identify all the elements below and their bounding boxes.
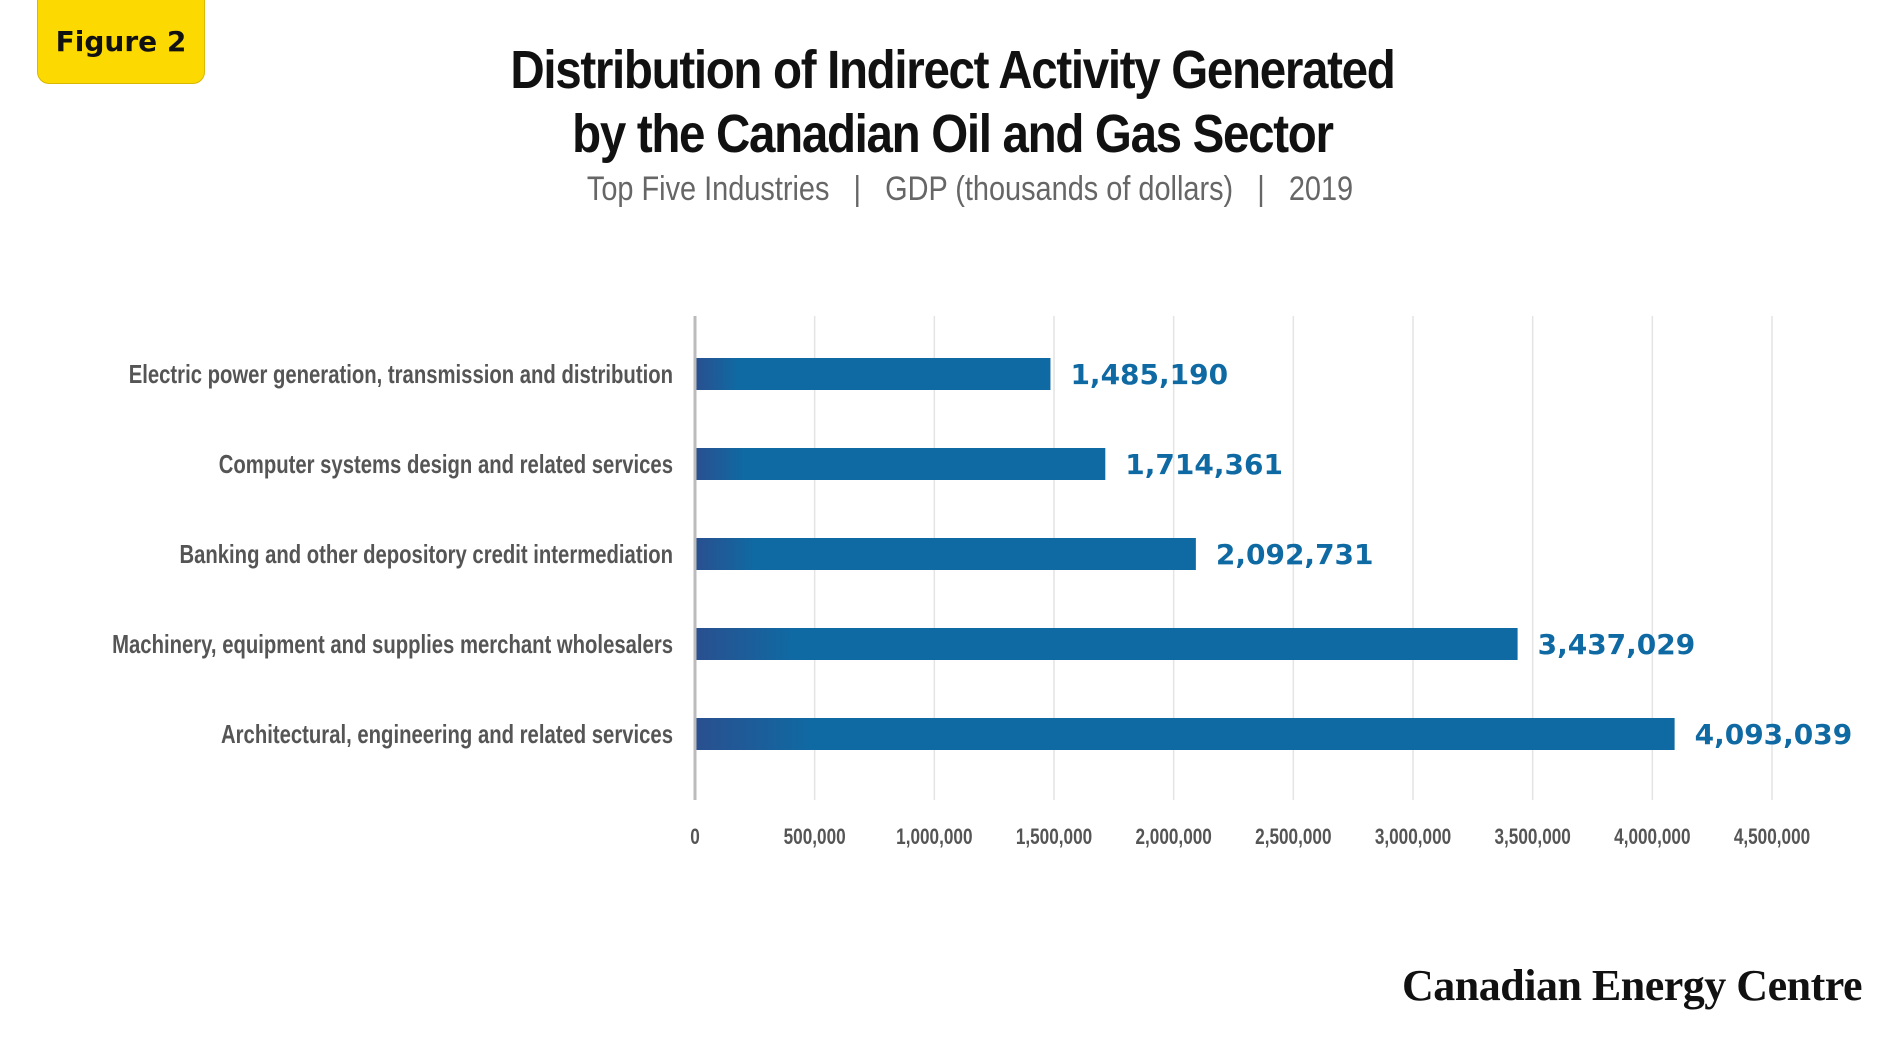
bars	[695, 358, 1675, 750]
x-tick-label: 0	[690, 824, 700, 849]
x-axis-tick-labels: 0 500,000 1,000,000 1,500,000 2,000,000 2,500…	[690, 824, 1810, 849]
x-tick-label: 2,500,000	[1255, 824, 1331, 849]
x-tick-label: 1,500,000	[1016, 824, 1092, 849]
x-tick-label: 1,000,000	[896, 824, 972, 849]
x-tick-label: 3,000,000	[1375, 824, 1451, 849]
brand-logo-text: Canadian Energy Centre	[1402, 961, 1862, 1010]
x-tick-label: 500,000	[784, 824, 846, 849]
bar	[695, 538, 1196, 570]
category-label: Electric power generation, transmission …	[129, 359, 673, 389]
chart-title-line-1: Distribution of Indirect Activity Genera…	[510, 40, 1395, 100]
value-label: 4,093,039	[1695, 718, 1853, 751]
x-tick-label: 2,000,000	[1135, 824, 1211, 849]
value-label: 3,437,029	[1538, 628, 1696, 661]
category-label: Architectural, engineering and related s…	[221, 719, 673, 749]
category-label: Computer systems design and related serv…	[219, 449, 673, 479]
x-tick-label: 3,500,000	[1494, 824, 1570, 849]
value-label: 1,485,190	[1070, 358, 1228, 391]
chart-title-line-2: by the Canadian Oil and Gas Sector	[572, 104, 1334, 164]
bar	[695, 718, 1675, 750]
x-tick-label: 4,000,000	[1614, 824, 1690, 849]
category-label: Banking and other depository credit inte…	[179, 539, 673, 569]
bar	[695, 448, 1106, 480]
value-label: 2,092,731	[1216, 538, 1374, 571]
x-tick-label: 4,500,000	[1734, 824, 1810, 849]
value-label: 1,714,361	[1125, 448, 1283, 481]
category-labels: Electric power generation, transmission …	[112, 359, 673, 749]
value-labels: 1,485,190 1,714,361 2,092,731 3,437,029 4,09…	[1070, 358, 1852, 751]
figure-badge: Figure 2	[37, 0, 205, 84]
bar	[695, 628, 1518, 660]
bar	[695, 358, 1051, 390]
category-label: Machinery, equipment and supplies mercha…	[112, 629, 673, 659]
chart-subtitle: Top Five Industries | GDP (thousands of …	[586, 170, 1354, 208]
